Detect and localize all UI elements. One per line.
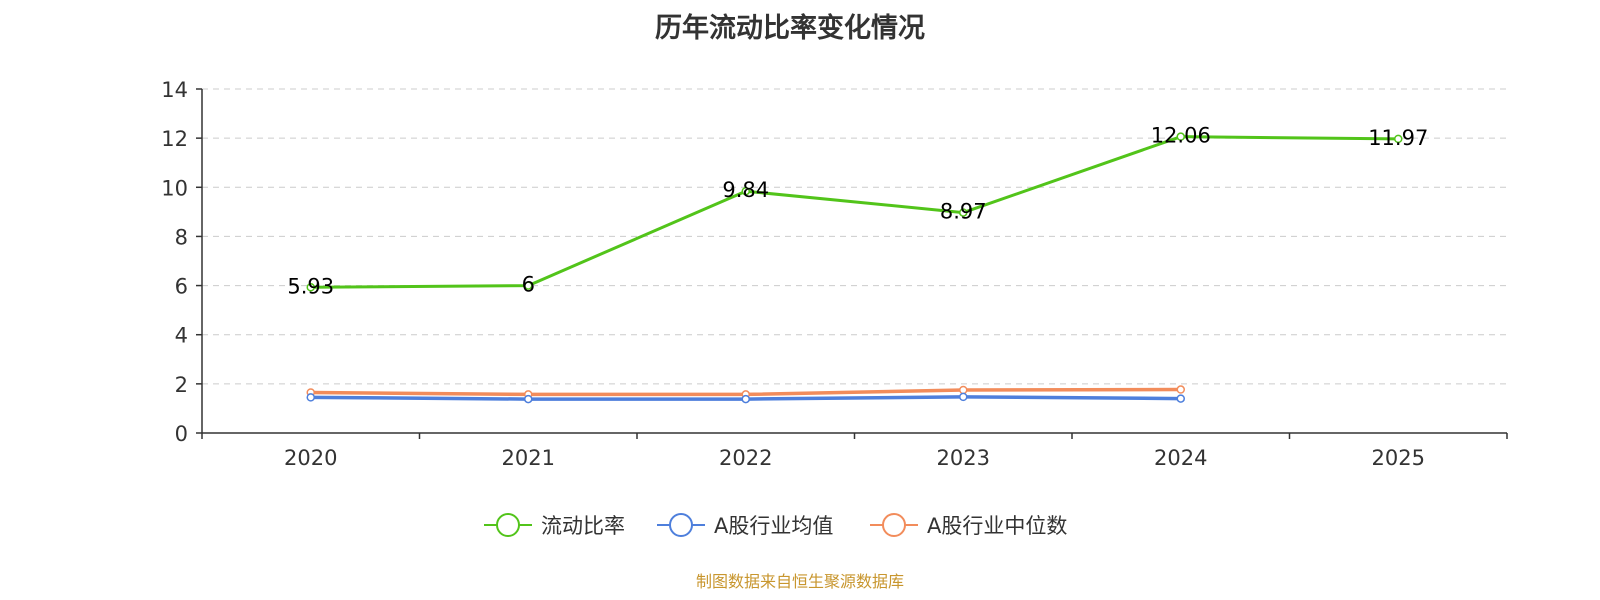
data-point-s0 [306,283,315,292]
x-tick-label: 2023 [937,446,990,470]
data-point-s0 [1394,134,1403,144]
data-point-s0 [741,186,750,196]
data-label: 6 [522,273,535,297]
data-point-s1 [959,392,968,402]
data-point-s1 [306,393,315,402]
data-point-s0 [1176,132,1185,141]
y-tick-label: 8 [175,225,188,249]
data-point-s0 [959,208,968,217]
y-tick-label: 4 [175,324,188,348]
legend-label: A股行业均值 [714,514,833,538]
series-line-0 [310,135,1399,289]
data-point-s0 [524,281,533,290]
x-tick-label: 2025 [1372,446,1425,470]
data-label: 11.97 [1368,126,1428,150]
legend-item-1: A股行业均值 [657,513,833,538]
legend-item-2: A股行业中位数 [870,513,1067,538]
data-point-s1 [741,394,750,404]
x-tick-label: 2024 [1154,446,1207,470]
data-label: 12.06 [1151,124,1211,148]
x-tick-label: 2021 [502,446,555,470]
data-source-note: 制图数据来自恒生聚源数据库 [695,572,904,591]
data-label: 8.97 [940,200,987,224]
legend-marker-icon [669,513,693,537]
legend: 流动比率 A股行业均值 A股行业中位数 [484,513,1067,538]
data-label: 5.93 [287,274,334,298]
legend-item-0: 流动比率 [484,513,625,538]
data-point-s2 [1176,385,1185,394]
legend-label: 流动比率 [541,514,625,538]
y-tick-label: 6 [175,275,188,299]
y-tick-label: 12 [161,127,188,151]
data-label: 9.84 [722,178,769,202]
data-point-s2 [959,385,968,395]
grid-lines [202,88,1507,385]
axes: 0 2 4 6 8 10 12 14 2020 2021 2022 2023 2024 2025 [161,78,1508,470]
legend-label: A股行业中位数 [927,514,1067,538]
data-point-s1 [1176,394,1185,403]
y-tick-label: 0 [175,422,188,446]
chart-title: 历年流动比率变化情况 [655,13,925,44]
series-lines [306,132,1403,404]
y-tick-label: 2 [175,373,188,397]
y-tick-label: 10 [161,176,188,200]
x-tick-label: 2022 [719,446,772,470]
legend-marker-icon [882,513,906,537]
data-labels: 5.93 6 9.84 8.97 12.06 11.97 [287,124,1428,299]
y-tick-label: 14 [161,78,188,102]
data-point-s1 [524,394,533,404]
legend-marker-icon [496,513,520,537]
x-tick-label: 2020 [284,446,337,470]
